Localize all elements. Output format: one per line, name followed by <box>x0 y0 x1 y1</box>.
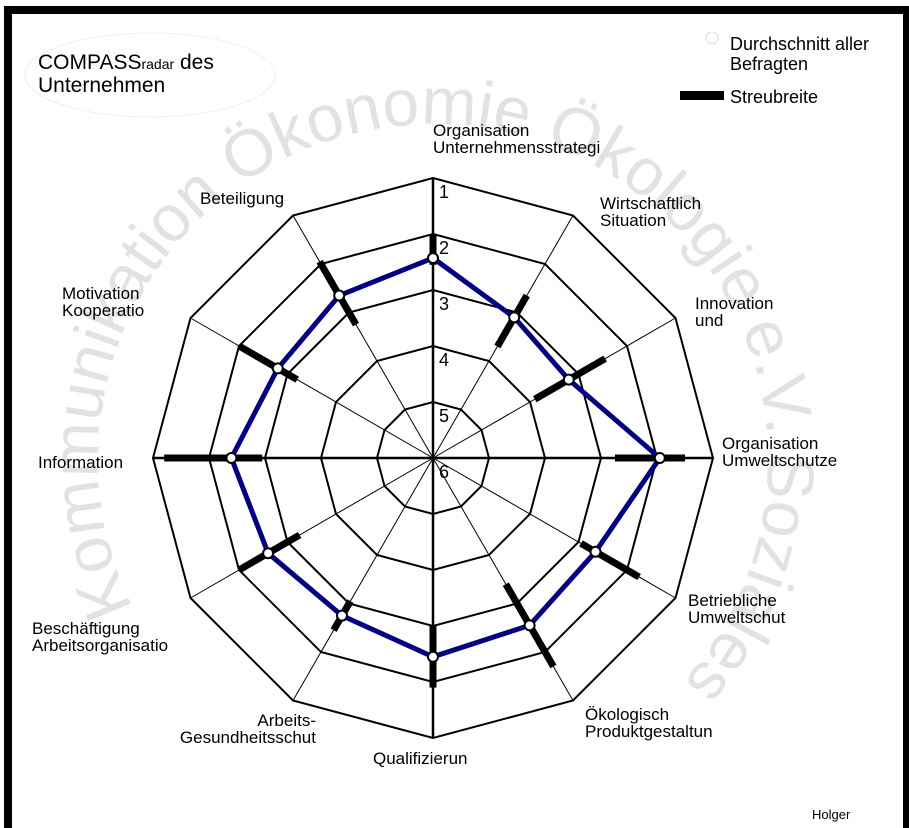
spoke <box>292 457 434 701</box>
r-tick-label: 3 <box>439 294 449 314</box>
average-point <box>336 609 348 622</box>
legend-marker <box>705 31 719 45</box>
category-label: Arbeits- Gesundheitsschut <box>179 711 316 747</box>
average-point <box>225 452 238 464</box>
average-point <box>523 619 536 632</box>
spoke <box>190 457 434 599</box>
legend-label: Streubreite <box>730 87 819 107</box>
category-label: Organisation Unternehmensstrategi <box>433 121 601 157</box>
r-tick-label: 6 <box>439 462 449 482</box>
average-point <box>653 452 666 464</box>
r-tick-label: 5 <box>439 406 449 426</box>
category-label: Betriebliche Umweltschut <box>688 591 786 627</box>
category-label: Beteiligung <box>200 189 285 208</box>
frame <box>4 6 909 828</box>
r-tick-label: 4 <box>439 350 449 370</box>
category-label: Organisation Umweltschutze <box>722 434 838 470</box>
range-bar <box>237 342 299 383</box>
average-point <box>589 545 602 558</box>
title-rest: des Unternehmen <box>38 51 214 97</box>
title-cloud <box>24 32 276 118</box>
category-label: Information <box>38 453 124 472</box>
category-label: Wirtschaftlich Situation <box>600 194 702 230</box>
average-point <box>427 252 439 265</box>
footer: Holger <box>812 807 851 822</box>
category-label: Qualifizierun <box>373 749 468 768</box>
category-label: Motivation Kooperatio <box>62 284 145 320</box>
average-point <box>508 311 521 324</box>
spoke <box>190 317 434 459</box>
average-point <box>262 547 275 560</box>
average-point <box>427 650 439 663</box>
spoke <box>292 215 434 459</box>
title-block: COMPASSradar des Unternehmen <box>38 52 214 97</box>
category-label: Beschäftigung Arbeitsorganisatio <box>32 619 169 655</box>
legend-marker <box>680 91 724 100</box>
r-tick-label: 2 <box>439 238 449 258</box>
chart-title: COMPASS <box>38 51 142 74</box>
category-label: Innovation und <box>695 294 774 330</box>
category-label: Ökologisch Produktgestaltun <box>585 705 713 741</box>
average-point <box>271 362 284 375</box>
average-point <box>562 373 575 386</box>
title-subscript: radar <box>141 56 175 72</box>
average-point <box>333 289 346 302</box>
legend-label: Durchschnitt aller Befragten <box>730 34 870 74</box>
r-tick-label: 1 <box>439 182 449 202</box>
